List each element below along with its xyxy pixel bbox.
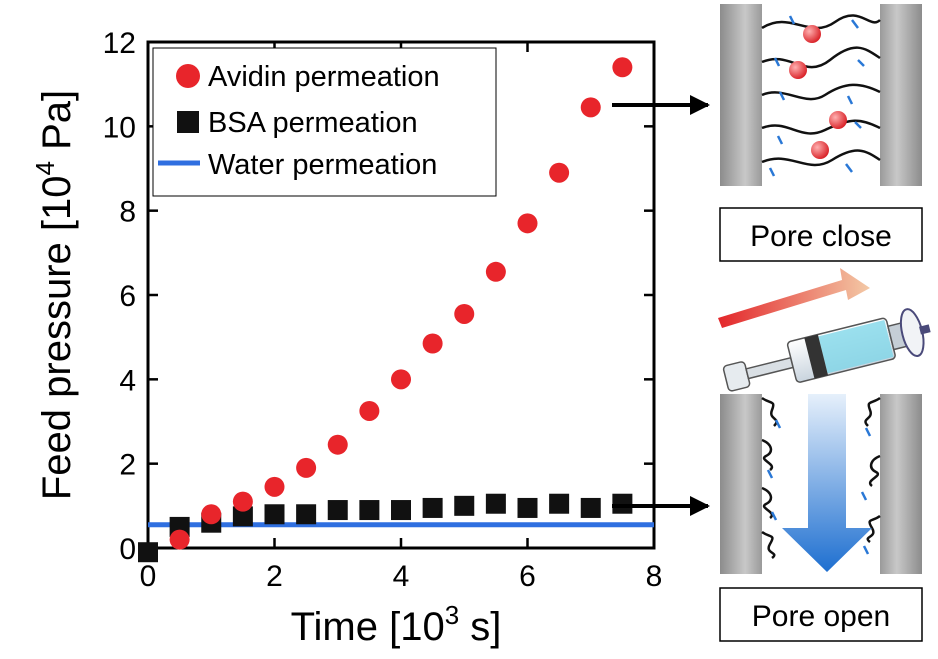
avidin-point (232, 491, 253, 512)
x-tick-label: 2 (266, 560, 283, 593)
plot-area (138, 57, 654, 563)
x-axis-label: Time [103 s] (291, 600, 502, 649)
syringe-icon (718, 268, 931, 392)
chart: 0 2 4 6 8 10 12 0 2 4 6 8 Feed pressure [104 Pa] T… (30, 27, 662, 649)
avidin-point (612, 57, 633, 78)
pore-close-label: Pore close (750, 220, 892, 253)
avidin-point (264, 476, 285, 497)
bsa-point (580, 497, 601, 518)
pore-open-label: Pore open (752, 600, 890, 633)
bsa-point (391, 500, 411, 521)
x-tick-label: 8 (646, 560, 663, 593)
legend-marker-avidin (176, 64, 200, 88)
pore-wall-left (720, 394, 762, 574)
avidin-point (201, 504, 222, 525)
avidin-point (359, 400, 380, 421)
avidin-point (454, 303, 475, 324)
avidin-point (169, 529, 190, 550)
legend-label-bsa: BSA permeation (208, 107, 418, 139)
bsa-point (454, 495, 475, 516)
y-tick-label: 0 (119, 533, 136, 566)
y-axis-ticks: 0 2 4 6 8 10 12 (103, 27, 654, 566)
legend-box (152, 47, 497, 197)
y-axis-label: Feed pressure [104 Pa] (30, 90, 79, 500)
avidin-point (391, 369, 411, 390)
bsa-point (296, 504, 317, 525)
bsa-point (264, 504, 285, 525)
avidin-point (422, 333, 443, 354)
bsa-point (232, 506, 253, 527)
y-tick-label: 2 (119, 449, 136, 482)
pore-open-illustration (720, 394, 922, 574)
avidin-point (327, 434, 348, 455)
bsa-point (612, 493, 633, 514)
pore-wall-right (880, 394, 922, 574)
y-tick-label: 8 (119, 196, 136, 229)
bsa-point (138, 542, 158, 563)
pore-wall-left (720, 4, 762, 186)
legend-label-water: Water permeation (208, 149, 437, 181)
pore-close-label-box (719, 207, 923, 262)
avidin-point (580, 97, 601, 118)
bsa-point (359, 500, 380, 521)
legend-label-avidin: Avidin permeation (208, 61, 440, 93)
bsa-point (549, 493, 570, 514)
flow-arrow (782, 394, 872, 572)
avidin-point (549, 162, 570, 183)
bsa-point (485, 493, 506, 514)
x-tick-label: 4 (393, 560, 410, 593)
avidin-point (485, 261, 506, 282)
bsa-point (327, 500, 348, 521)
y-tick-label: 6 (119, 280, 136, 313)
x-tick-label: 6 (519, 560, 536, 593)
y-tick-label: 4 (119, 364, 136, 397)
x-tick-label: 0 (140, 560, 157, 593)
pore-closed-illustration (720, 4, 922, 186)
avidin-point (296, 457, 317, 478)
y-tick-label: 10 (103, 111, 136, 144)
legend-marker-bsa (177, 111, 199, 133)
temperature-gradient-arrow (718, 268, 870, 328)
legend: Avidin permeation BSA permeation Water p… (152, 47, 497, 197)
pore-wall-right (880, 4, 922, 186)
bsa-point (422, 497, 443, 518)
y-tick-label: 12 (103, 27, 136, 60)
bsa-point (517, 497, 538, 518)
pore-open-label-box (719, 587, 923, 642)
avidin-point (517, 213, 538, 234)
